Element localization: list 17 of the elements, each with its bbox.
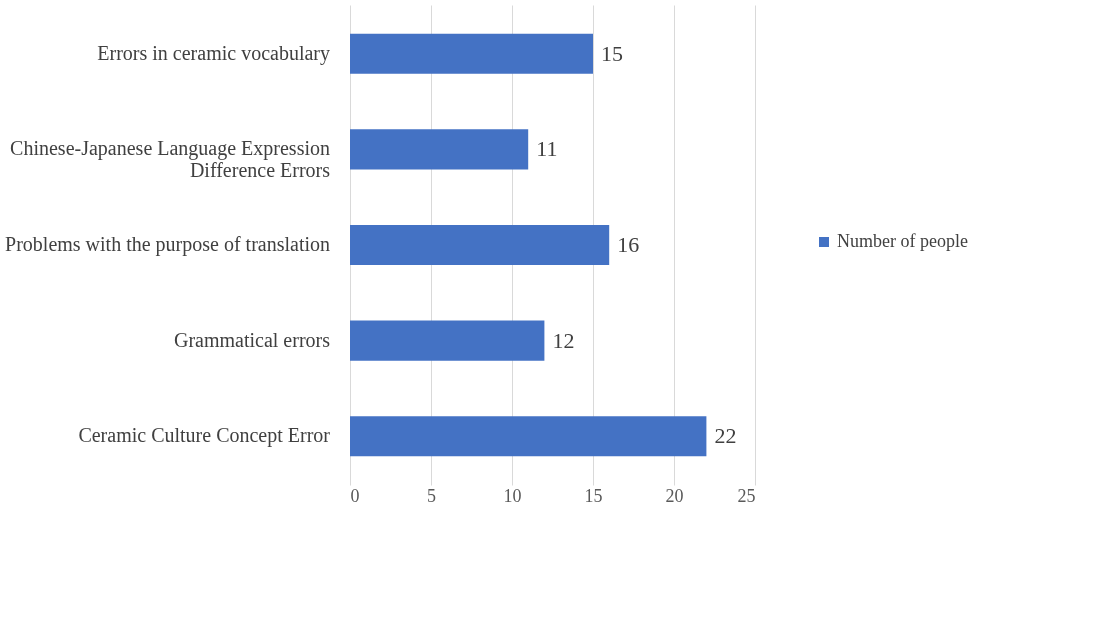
x-tick-label: 20: [665, 485, 684, 506]
x-tick-label: 25: [737, 485, 756, 506]
y-tick-label: Chinese-Japanese Language Expression Difference Errors: [10, 137, 331, 182]
x-tick-label: 0: [350, 485, 360, 506]
legend-label: Number of people: [837, 231, 968, 251]
y-tick-label: Grammatical errors: [173, 328, 331, 351]
y-tick-label: Ceramic Culture Concept Error: [78, 424, 331, 448]
data-label: 11: [536, 136, 558, 162]
x-tick-label: 10: [503, 485, 522, 506]
x-tick-label: 15: [584, 485, 603, 506]
data-label: 15: [601, 40, 623, 66]
data-label: 22: [714, 423, 737, 449]
y-tick-label: Errors in ceramic vocabulary: [97, 41, 330, 65]
x-tick-label: 5: [427, 485, 436, 506]
data-label: 16: [617, 232, 640, 257]
data-label: 12: [552, 327, 575, 353]
y-tick-label: Problems with the purpose of translation: [5, 233, 330, 256]
